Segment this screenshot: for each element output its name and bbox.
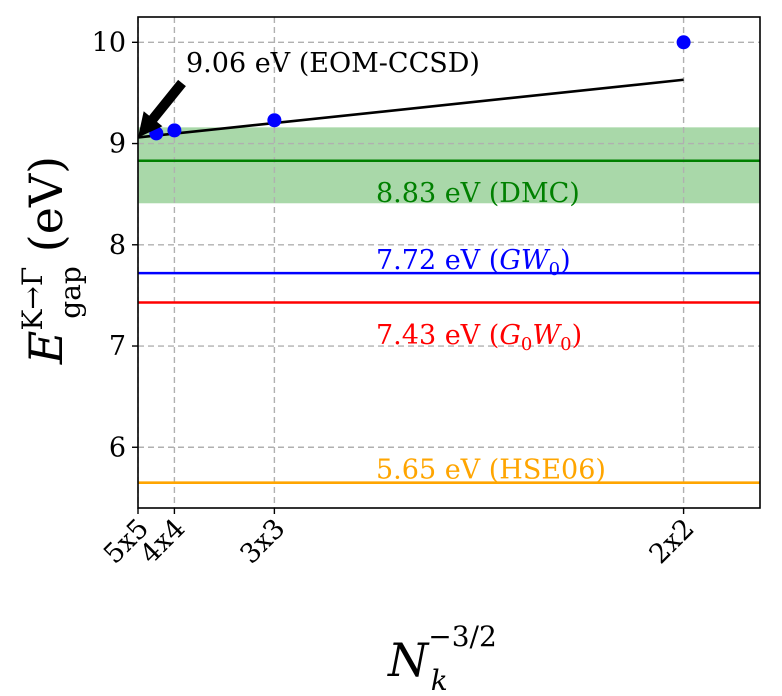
- y-tick-label-7: 7: [109, 331, 126, 362]
- y-axis-label-base: E: [19, 331, 73, 366]
- band-dmc: [138, 127, 760, 204]
- y-axis-label-sub: gap: [54, 266, 87, 319]
- label-g0w0-value: 7.43 eV: [376, 320, 489, 351]
- label-dmc: 8.83 eV (DMC): [376, 178, 580, 209]
- y-axis-label-sup: K→Γ: [16, 267, 49, 331]
- x-axis-label-sup: −3/2: [428, 620, 497, 653]
- label-gw0-part-2: 0: [549, 259, 560, 280]
- label-g0w0-part-5: ): [572, 320, 583, 351]
- x-tick-label-4x4: 4x4: [134, 513, 191, 570]
- label-gw0-value: 7.72 eV: [376, 245, 489, 276]
- label-g0w0-part-4: 0: [560, 334, 571, 355]
- plot-frame: [137, 16, 761, 509]
- x-tick-label-3x3: 3x3: [234, 513, 291, 570]
- data-point-3: [267, 113, 282, 128]
- svg-text:N−3/2k: N−3/2 k: [387, 620, 497, 696]
- data-point-2: [167, 123, 182, 138]
- y-tick-label-6: 6: [109, 432, 126, 463]
- label-gw0-part-0: (: [489, 245, 500, 276]
- label-gw0-part-1: GW: [499, 245, 551, 276]
- annotation-eom-ccsd: 9.06 eV (EOM-CCSD): [186, 48, 480, 79]
- label-g0w0: 7.43 eV (G0W0): [376, 320, 582, 355]
- y-axis-label-unit: (eV): [19, 156, 73, 252]
- fit-line: [137, 78, 684, 139]
- label-gw0: 7.72 eV (GW0): [376, 245, 571, 280]
- x-axis-label: N−3/2 k: [387, 620, 497, 696]
- label-dmc-value: 8.83 eV: [376, 178, 489, 209]
- label-hse06: 5.65 eV (HSE06): [376, 455, 606, 486]
- y-tick-label-8: 8: [109, 230, 126, 261]
- label-g0w0-part-0: (: [489, 320, 500, 351]
- label-g0w0-part-2: 0: [521, 334, 532, 355]
- x-tick-label-2x2: 2x2: [644, 513, 701, 570]
- annotation-arrow: [138, 79, 186, 138]
- y-tick-label-9: 9: [109, 129, 126, 160]
- label-g0w0-part-3: W: [532, 320, 562, 351]
- label-hse06-value: 5.65 eV: [376, 455, 489, 486]
- data-point-4: [676, 35, 691, 50]
- label-hse06-method: (HSE06): [489, 455, 606, 486]
- y-tick-label-10: 10: [92, 27, 126, 58]
- x-axis-label-sub: k: [431, 664, 448, 696]
- label-g0w0-part-1: G: [499, 320, 521, 351]
- label-gw0-part-3: ): [560, 245, 571, 276]
- y-axis-label: EK→Γ gap (eV): [16, 156, 87, 365]
- x-axis-label-base: N: [387, 633, 430, 687]
- label-dmc-method: (DMC): [489, 178, 580, 209]
